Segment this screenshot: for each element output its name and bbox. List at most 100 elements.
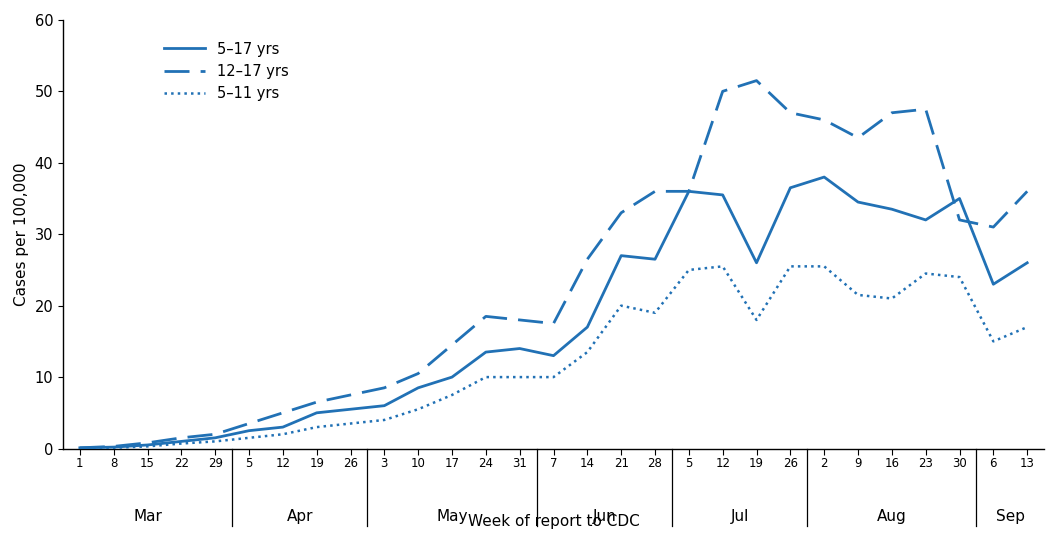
12–17 yrs bbox=[919, 106, 932, 113]
5–17 yrs bbox=[445, 374, 458, 380]
Text: Sep: Sep bbox=[996, 509, 1025, 523]
Text: Aug: Aug bbox=[877, 509, 907, 523]
X-axis label: Week of report to CDC: Week of report to CDC bbox=[468, 514, 639, 529]
5–17 yrs bbox=[886, 206, 898, 212]
12–17 yrs bbox=[175, 434, 187, 441]
12–17 yrs bbox=[581, 256, 594, 263]
5–17 yrs bbox=[412, 385, 424, 391]
5–17 yrs bbox=[784, 184, 797, 191]
5–11 yrs bbox=[276, 431, 289, 438]
Y-axis label: Cases per 100,000: Cases per 100,000 bbox=[14, 162, 29, 306]
5–11 yrs bbox=[852, 292, 864, 298]
12–17 yrs bbox=[344, 392, 357, 398]
12–17 yrs bbox=[852, 135, 864, 141]
5–17 yrs bbox=[581, 324, 594, 330]
12–17 yrs bbox=[649, 188, 661, 195]
5–17 yrs bbox=[615, 252, 627, 259]
12–17 yrs bbox=[953, 217, 966, 223]
5–11 yrs bbox=[73, 445, 86, 452]
5–17 yrs bbox=[141, 441, 153, 448]
5–11 yrs bbox=[208, 438, 221, 445]
5–11 yrs bbox=[445, 392, 458, 398]
5–11 yrs bbox=[547, 374, 560, 380]
5–17 yrs bbox=[513, 345, 526, 352]
5–17 yrs bbox=[852, 199, 864, 205]
5–11 yrs bbox=[141, 443, 153, 450]
5–11 yrs bbox=[479, 374, 492, 380]
5–17 yrs bbox=[310, 410, 323, 416]
Legend: 5–17 yrs, 12–17 yrs, 5–11 yrs: 5–17 yrs, 12–17 yrs, 5–11 yrs bbox=[159, 36, 294, 107]
5–11 yrs bbox=[987, 338, 1000, 345]
12–17 yrs bbox=[784, 109, 797, 116]
12–17 yrs bbox=[276, 410, 289, 416]
5–11 yrs bbox=[344, 420, 357, 427]
5–17 yrs bbox=[208, 434, 221, 441]
5–11 yrs bbox=[310, 424, 323, 430]
12–17 yrs bbox=[242, 420, 255, 427]
5–17 yrs bbox=[750, 259, 763, 266]
5–17 yrs bbox=[818, 174, 831, 181]
12–17 yrs bbox=[886, 109, 898, 116]
12–17 yrs bbox=[141, 440, 153, 446]
5–11 yrs bbox=[513, 374, 526, 380]
5–11 yrs bbox=[682, 266, 695, 273]
5–17 yrs bbox=[953, 195, 966, 202]
12–17 yrs bbox=[682, 188, 695, 195]
5–11 yrs bbox=[107, 445, 120, 451]
12–17 yrs bbox=[445, 342, 458, 348]
5–11 yrs bbox=[818, 263, 831, 270]
Text: Apr: Apr bbox=[287, 509, 313, 523]
12–17 yrs bbox=[107, 443, 120, 450]
12–17 yrs bbox=[208, 431, 221, 438]
12–17 yrs bbox=[378, 385, 390, 391]
Line: 5–11 yrs: 5–11 yrs bbox=[79, 266, 1027, 449]
5–17 yrs bbox=[378, 403, 390, 409]
5–11 yrs bbox=[378, 417, 390, 423]
5–17 yrs bbox=[242, 427, 255, 434]
Text: Jun: Jun bbox=[592, 509, 616, 523]
12–17 yrs bbox=[818, 117, 831, 123]
5–11 yrs bbox=[953, 274, 966, 281]
12–17 yrs bbox=[750, 77, 763, 84]
5–17 yrs bbox=[547, 352, 560, 359]
5–17 yrs bbox=[479, 349, 492, 356]
5–11 yrs bbox=[649, 310, 661, 316]
Text: Mar: Mar bbox=[133, 509, 162, 523]
5–11 yrs bbox=[919, 270, 932, 277]
12–17 yrs bbox=[1021, 188, 1034, 195]
5–11 yrs bbox=[412, 406, 424, 412]
5–17 yrs bbox=[1021, 259, 1034, 266]
5–17 yrs bbox=[107, 444, 120, 450]
5–17 yrs bbox=[716, 191, 729, 198]
Text: Jul: Jul bbox=[730, 509, 749, 523]
5–11 yrs bbox=[615, 302, 627, 309]
5–11 yrs bbox=[175, 440, 187, 447]
5–17 yrs bbox=[682, 188, 695, 195]
12–17 yrs bbox=[513, 317, 526, 323]
5–17 yrs bbox=[919, 217, 932, 223]
5–11 yrs bbox=[1021, 324, 1034, 330]
5–17 yrs bbox=[649, 256, 661, 263]
5–11 yrs bbox=[750, 317, 763, 323]
12–17 yrs bbox=[73, 445, 86, 451]
12–17 yrs bbox=[412, 370, 424, 377]
5–17 yrs bbox=[175, 438, 187, 445]
5–17 yrs bbox=[987, 281, 1000, 288]
5–11 yrs bbox=[886, 295, 898, 302]
12–17 yrs bbox=[615, 210, 627, 216]
5–11 yrs bbox=[784, 263, 797, 270]
12–17 yrs bbox=[479, 313, 492, 319]
12–17 yrs bbox=[310, 399, 323, 405]
12–17 yrs bbox=[716, 88, 729, 95]
5–17 yrs bbox=[73, 445, 86, 451]
12–17 yrs bbox=[987, 224, 1000, 230]
12–17 yrs bbox=[547, 320, 560, 327]
5–17 yrs bbox=[276, 424, 289, 430]
Line: 12–17 yrs: 12–17 yrs bbox=[79, 80, 1027, 448]
Line: 5–17 yrs: 5–17 yrs bbox=[79, 177, 1027, 448]
Text: May: May bbox=[436, 509, 468, 523]
5–11 yrs bbox=[716, 263, 729, 270]
5–17 yrs bbox=[344, 406, 357, 412]
5–11 yrs bbox=[242, 434, 255, 441]
5–11 yrs bbox=[581, 349, 594, 356]
